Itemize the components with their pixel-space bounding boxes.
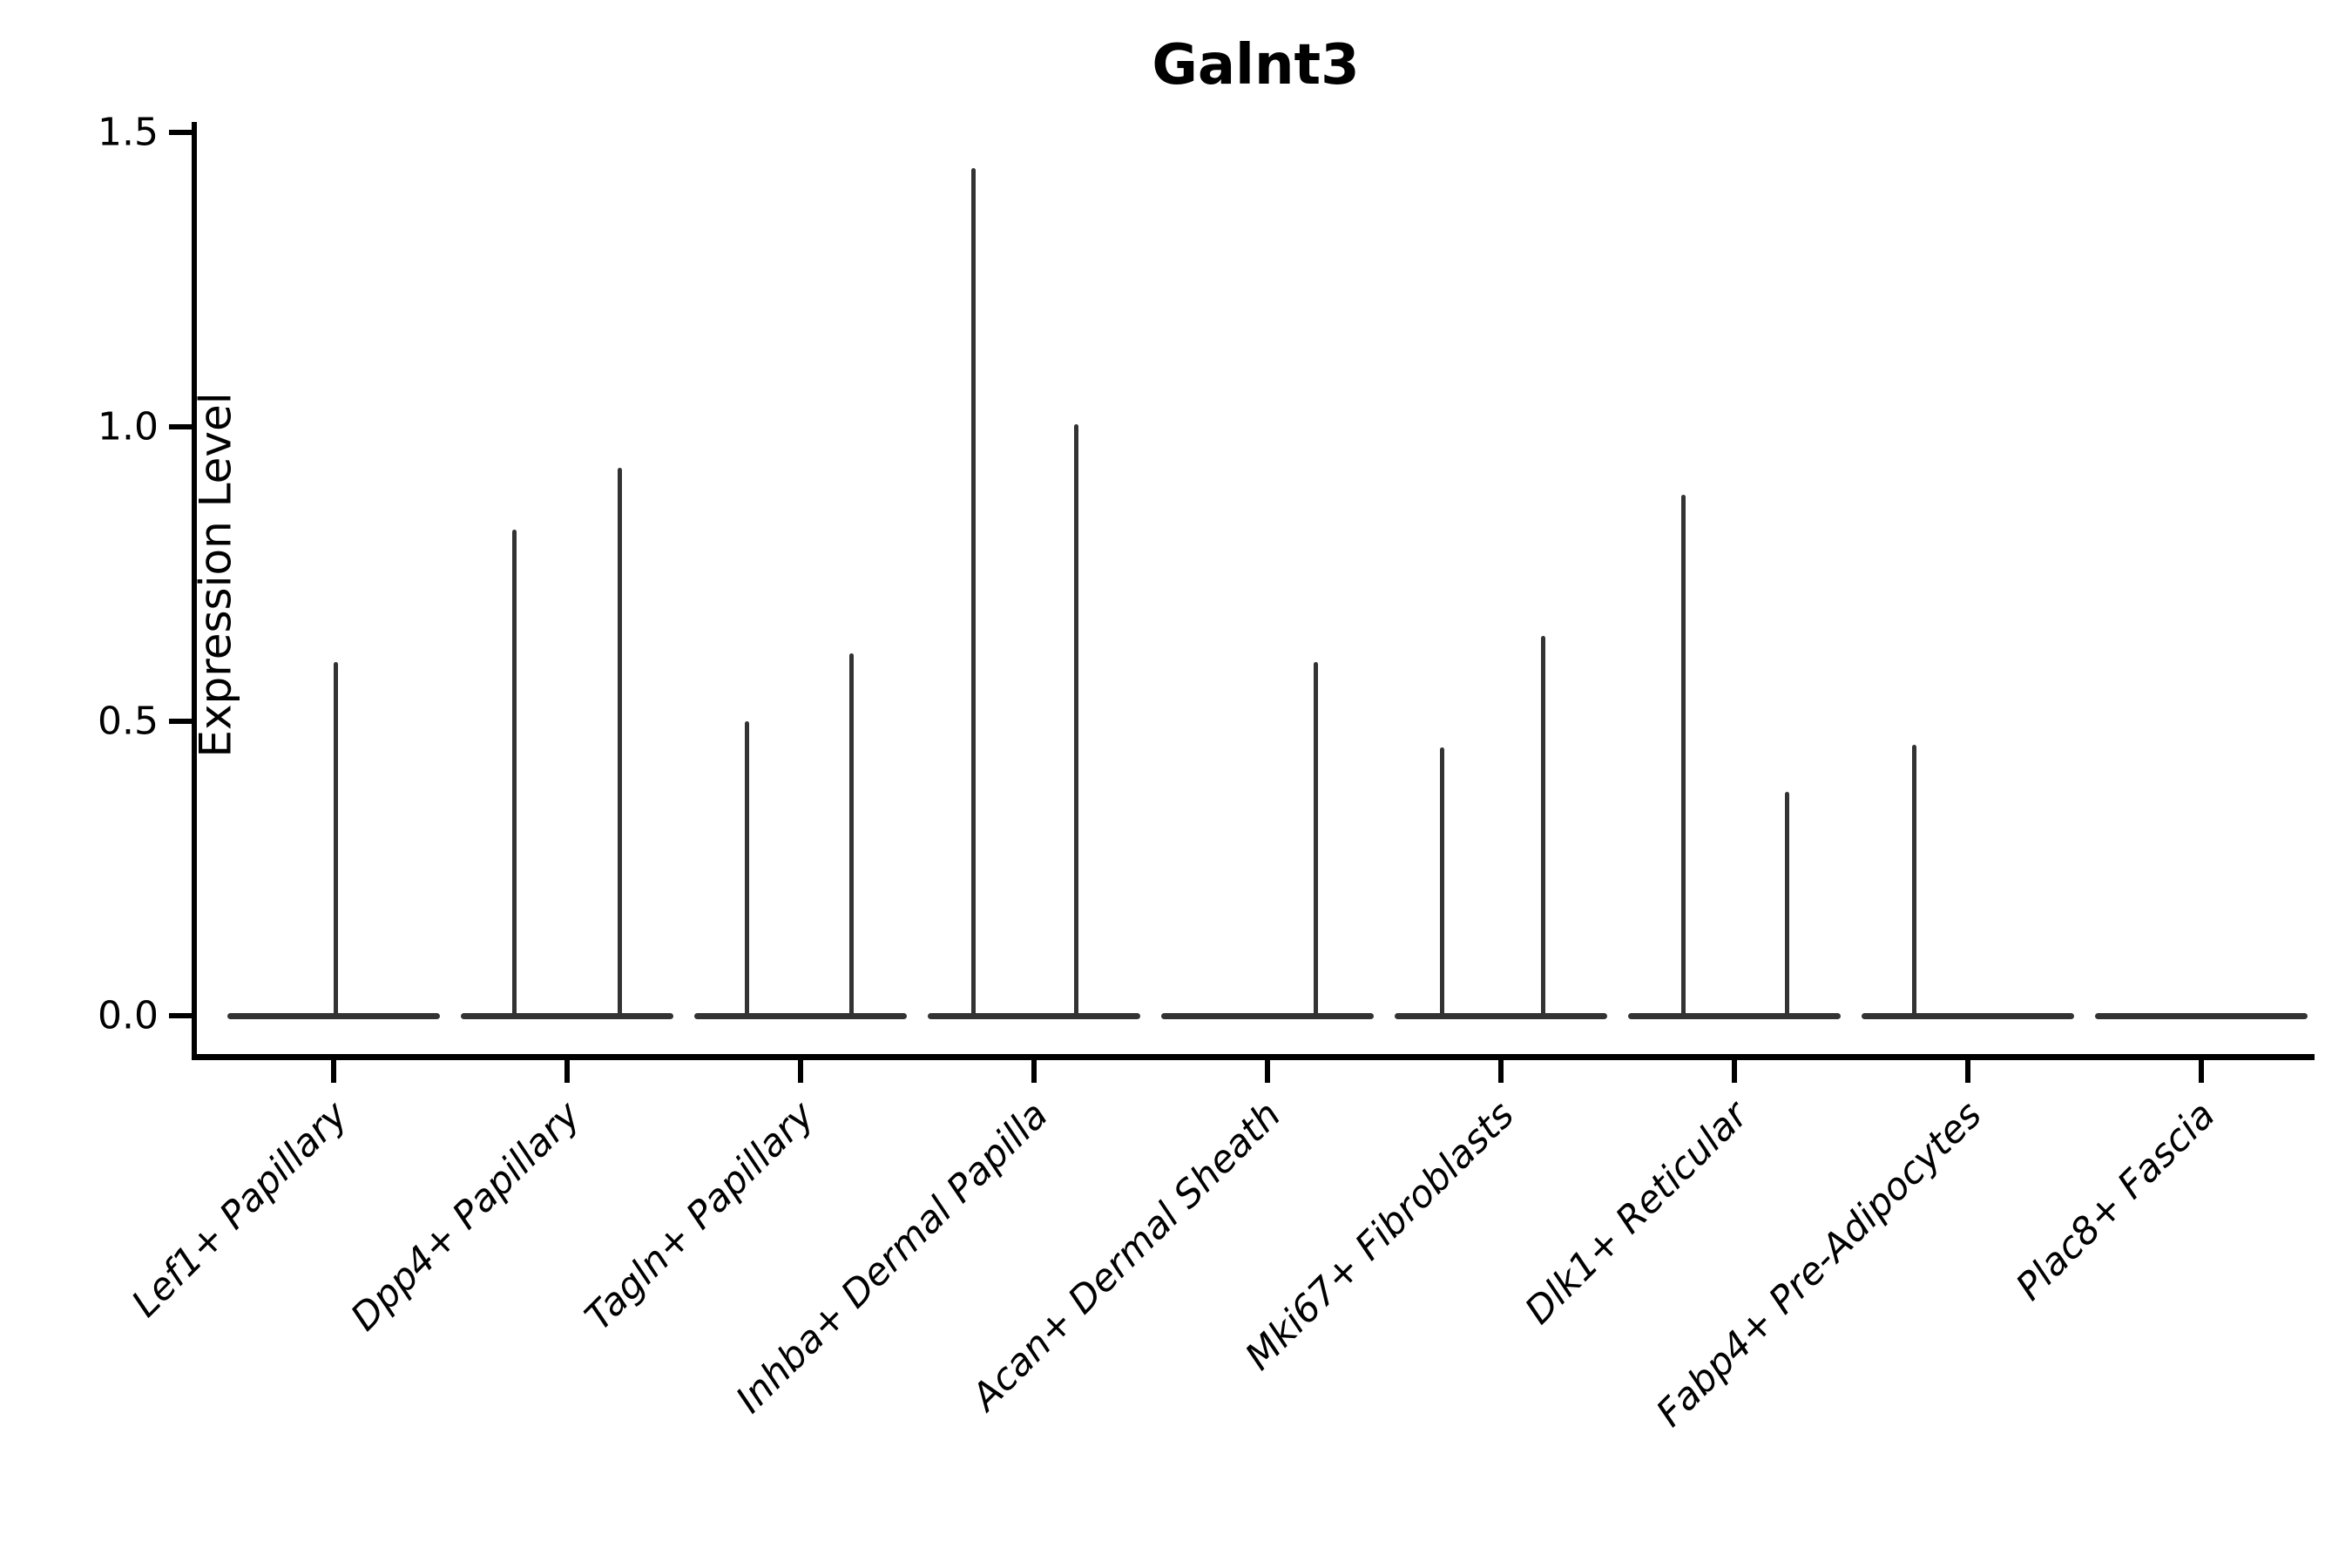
y-tick-label: 1.0 — [98, 404, 159, 449]
x-category-label: Dlk1+ Reticular — [1517, 1093, 1757, 1334]
x-category-label: Mki67+ Fibroblasts — [1237, 1093, 1524, 1379]
violin-baseline — [1862, 1012, 2074, 1019]
violin-spike — [1313, 662, 1318, 1016]
y-axis-spine — [192, 122, 197, 1060]
violin-spike — [1680, 494, 1686, 1016]
violin-spike — [1540, 635, 1545, 1016]
y-tick-mark — [169, 1013, 192, 1018]
y-tick-label: 0.0 — [98, 993, 159, 1038]
x-tick-mark — [1031, 1060, 1037, 1083]
y-axis-label: Expression Level — [190, 392, 241, 758]
x-tick-mark — [2199, 1060, 2204, 1083]
violin-spike — [744, 721, 749, 1016]
violin-spike — [848, 653, 854, 1016]
violin-baseline — [1395, 1012, 1607, 1019]
violin-spike — [333, 662, 338, 1016]
violin-spike — [617, 468, 622, 1016]
x-tick-mark — [1498, 1060, 1504, 1083]
x-category-label: Tagln+ Papillary — [577, 1093, 823, 1340]
violin-baseline — [1628, 1012, 1841, 1019]
violin-spike — [1784, 792, 1789, 1016]
x-tick-mark — [331, 1060, 336, 1083]
x-tick-mark — [1265, 1060, 1270, 1083]
x-tick-mark — [1965, 1060, 1970, 1083]
violin-spike — [1911, 745, 1916, 1016]
y-tick-mark — [169, 719, 192, 724]
chart-title: Galnt3 — [1152, 33, 1360, 98]
y-tick-label: 1.5 — [98, 110, 159, 155]
violin-baseline — [694, 1012, 907, 1019]
x-category-label: Dpp4+ Papillary — [342, 1093, 590, 1340]
x-category-label: Plac8+ Fascia — [2007, 1093, 2224, 1309]
y-tick-mark — [169, 130, 192, 135]
x-tick-mark — [1732, 1060, 1737, 1083]
violin-baseline — [2095, 1012, 2308, 1019]
violin-baseline — [461, 1012, 673, 1019]
violin-baseline — [928, 1012, 1140, 1019]
x-category-label: Lef1+ Papillary — [123, 1093, 356, 1326]
y-tick-mark — [169, 424, 192, 429]
violin-baseline — [227, 1012, 440, 1019]
violin-baseline — [1161, 1012, 1374, 1019]
violin-spike — [1439, 747, 1444, 1016]
x-tick-mark — [798, 1060, 803, 1083]
violin-spike — [970, 167, 976, 1016]
violin-spike — [1073, 423, 1078, 1016]
violin-spike — [511, 530, 517, 1016]
x-axis-spine — [192, 1054, 2315, 1060]
x-tick-mark — [564, 1060, 570, 1083]
y-tick-label: 0.5 — [98, 699, 159, 744]
